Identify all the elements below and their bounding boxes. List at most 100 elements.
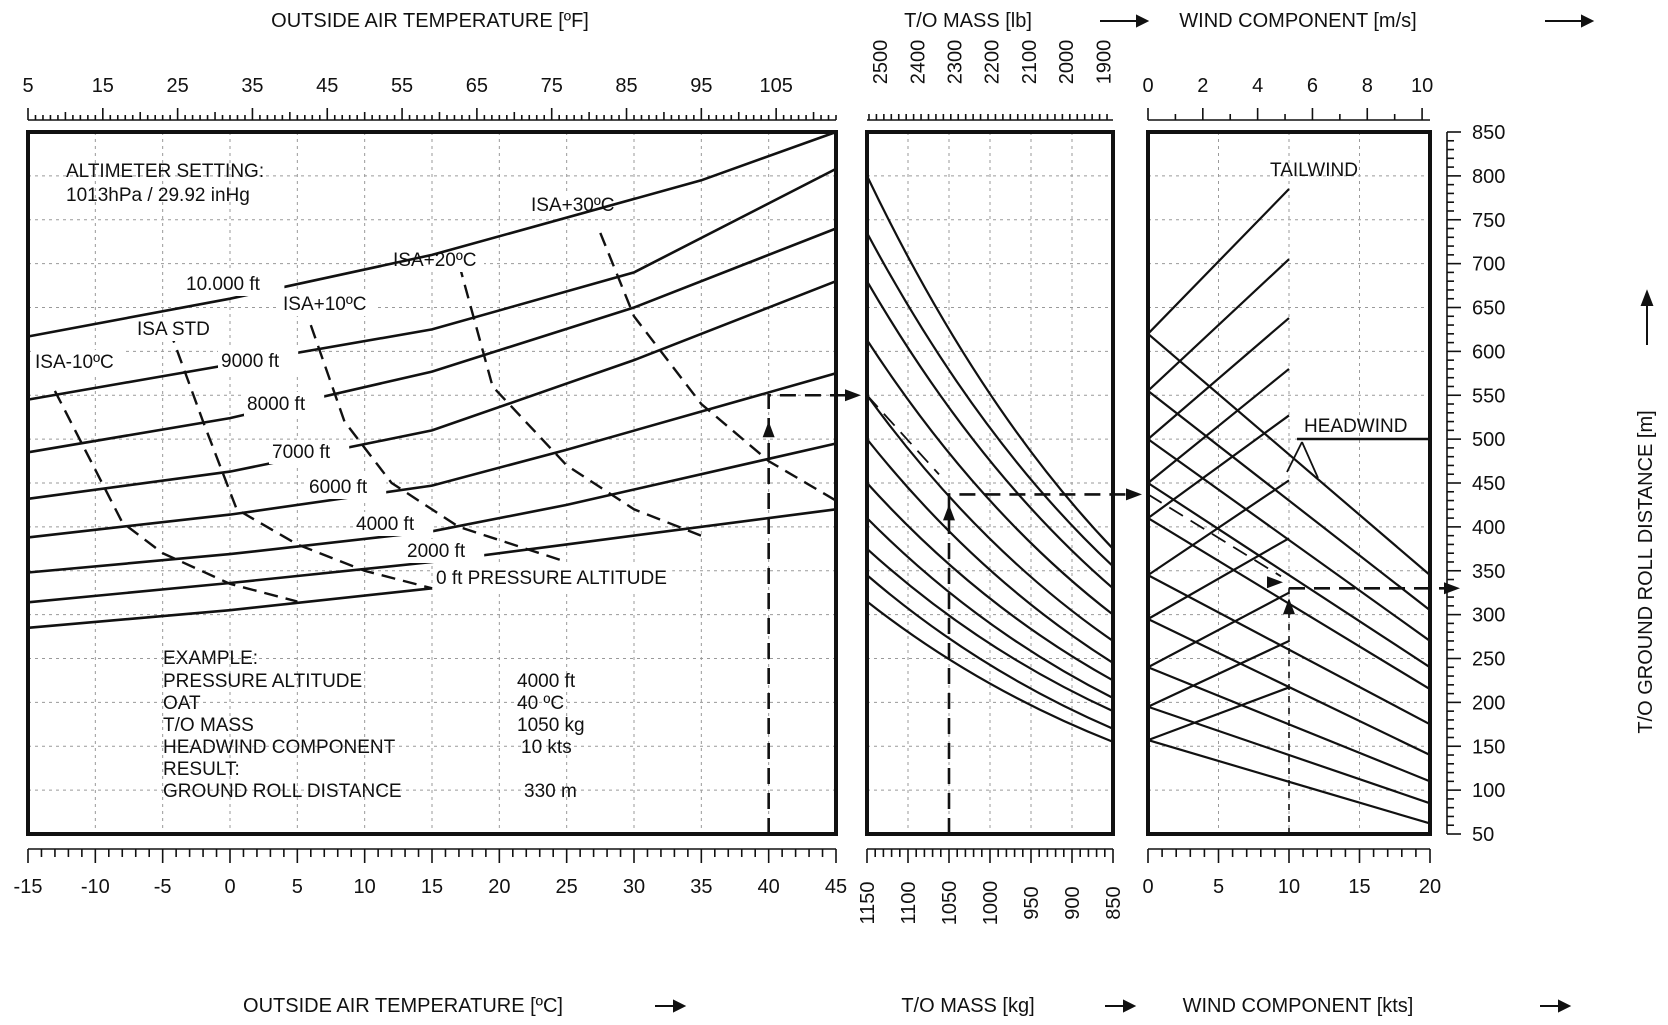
mass-panel-frame <box>865 130 1115 836</box>
pressure-altitude-line <box>27 587 433 630</box>
distance-tick-label: 150 <box>1472 736 1505 758</box>
example-row-value: 40 ºC <box>517 693 564 714</box>
headwind-pointer-lines <box>1286 441 1319 479</box>
mass-kg-tick-label: 1150 <box>857 881 879 924</box>
mass-lb-tick-label: 2300 <box>945 40 967 85</box>
mass-lb-axis-title: T/O MASS [lb] <box>904 10 1032 32</box>
isa-line <box>599 232 837 502</box>
tailwind-guide-line <box>1147 368 1290 484</box>
label-background <box>528 193 622 217</box>
altimeter-setting-title: ALTIMETER SETTING: <box>66 161 264 182</box>
temp-f-tick-label: 85 <box>615 75 637 97</box>
pressure-altitude-label: 2000 ft <box>407 541 466 562</box>
tailwind-guide-line <box>1147 479 1290 577</box>
wind-kts-tick-label: 20 <box>1419 876 1441 898</box>
pressure-altitude-line <box>27 279 837 501</box>
tailwind-guide-line <box>1147 414 1290 519</box>
example-arrow <box>943 504 955 521</box>
temp-f-tick-label: 105 <box>759 75 792 97</box>
mass-lb-tick-label: 2400 <box>907 40 929 85</box>
isa-line-label: ISA+10ºC <box>283 294 367 315</box>
tailwind-guide-line <box>1147 591 1290 669</box>
temp-f-tick-label: 75 <box>541 75 563 97</box>
pressure-altitude-lines: 10.000 ft 9000 ft 8000 ft 7000 ft 6000 ft 400… <box>27 130 837 630</box>
tailwind-guide-line <box>1147 686 1290 742</box>
temp-c-tick-label: -15 <box>14 876 43 898</box>
tailwind-guide-line <box>1147 188 1290 335</box>
example-path-line <box>866 394 940 476</box>
pressure-altitude-label: 10.000 ft <box>186 274 261 295</box>
distance-tick-label: 250 <box>1472 649 1505 671</box>
example-row-value: 10 kts <box>521 737 572 758</box>
isa-line-label: ISA+30ºC <box>531 195 615 216</box>
mass-kg-tick-label: 1050 <box>939 881 961 926</box>
pressure-altitude-label: 7000 ft <box>272 442 331 463</box>
headwind-guide-line <box>1147 482 1431 669</box>
distance-tick-label: 850 <box>1472 122 1505 144</box>
temperature-ticks: 5 15 25 35 45 55 65 75 85 95 105 -15 -10 -5 0 5 10 15 20 25… <box>14 75 848 898</box>
pressure-altitude-label: 9000 ft <box>221 351 280 372</box>
label-background <box>269 440 350 464</box>
example-row-label: PRESSURE ALTITUDE <box>163 671 362 692</box>
example-result-label: GROUND ROLL DISTANCE <box>163 781 402 802</box>
headwind-guide-line <box>1147 705 1431 805</box>
mass-lb-tick-label: 2100 <box>1019 40 1041 85</box>
example-arrow <box>845 389 861 402</box>
mass-lb-tick-label: 1900 <box>1093 40 1115 85</box>
distance-tick-label: 600 <box>1472 341 1505 363</box>
headwind-guide-line <box>1147 332 1431 576</box>
mass-guide-line <box>866 517 1114 699</box>
example-heading: EXAMPLE: <box>163 648 258 669</box>
temp-f-tick-label: 15 <box>92 75 114 97</box>
example-arrow <box>762 421 775 438</box>
temp-f-tick-label: 65 <box>466 75 488 97</box>
distance-tick-label: 700 <box>1472 254 1505 276</box>
altimeter-setting-value: 1013hPa / 29.92 inHg <box>66 185 250 206</box>
temp-c-tick-label: -5 <box>154 876 172 898</box>
distance-tick-label: 400 <box>1472 517 1505 539</box>
mass-kg-tick-label: 950 <box>1021 886 1043 919</box>
mass-guide-lines <box>866 175 1114 743</box>
label-background <box>32 350 126 374</box>
wind-kts-tick-label: 0 <box>1142 876 1153 898</box>
distance-tick-label: 800 <box>1472 166 1505 188</box>
temp-c-tick-label: 40 <box>758 876 780 898</box>
isa-line <box>168 328 433 590</box>
pressure-altitude-line <box>27 130 837 338</box>
pressure-altitude-label: 8000 ft <box>247 394 306 415</box>
label-background <box>404 539 485 563</box>
temp-c-tick-label: 20 <box>488 876 510 898</box>
example-row-label: OAT <box>163 693 201 714</box>
mass-guide-line <box>866 574 1114 730</box>
example-arrow <box>1444 582 1460 595</box>
label-background <box>218 349 299 373</box>
temp-c-tick-label: 0 <box>224 876 235 898</box>
distance-tick-label: 100 <box>1472 780 1505 802</box>
mass-guide-line <box>866 438 1114 664</box>
temp-c-tick-label: 45 <box>825 876 847 898</box>
pressure-altitude-line <box>27 372 837 539</box>
headwind-label: HEADWIND <box>1304 416 1407 437</box>
label-background <box>244 392 325 416</box>
temp-c-tick-label: 5 <box>292 876 303 898</box>
mass-lb-tick-label: 2500 <box>870 40 892 85</box>
isa-line <box>309 324 568 564</box>
temp-c-tick-label: 25 <box>556 876 578 898</box>
temp-c-tick-label: 35 <box>690 876 712 898</box>
headwind-guide-line <box>1147 389 1431 612</box>
distance-tick-label: 50 <box>1472 824 1494 846</box>
example-result-value: 330 m <box>524 781 577 802</box>
mass-guide-line <box>866 547 1114 713</box>
label-background <box>280 292 374 316</box>
headwind-guide-line <box>1147 438 1431 642</box>
distance-tick-label: 350 <box>1472 561 1505 583</box>
mass-lb-tick-label: 2200 <box>982 40 1004 85</box>
temp-f-axis-title: OUTSIDE AIR TEMPERATURE [ºF] <box>271 10 589 32</box>
temp-c-tick-label: 30 <box>623 876 645 898</box>
pressure-altitude-label: 4000 ft <box>356 514 415 535</box>
example-arrow <box>1283 598 1295 615</box>
label-background <box>306 475 387 499</box>
example-row-value: 4000 ft <box>517 671 576 692</box>
mass-kg-tick-label: 1100 <box>898 881 920 924</box>
